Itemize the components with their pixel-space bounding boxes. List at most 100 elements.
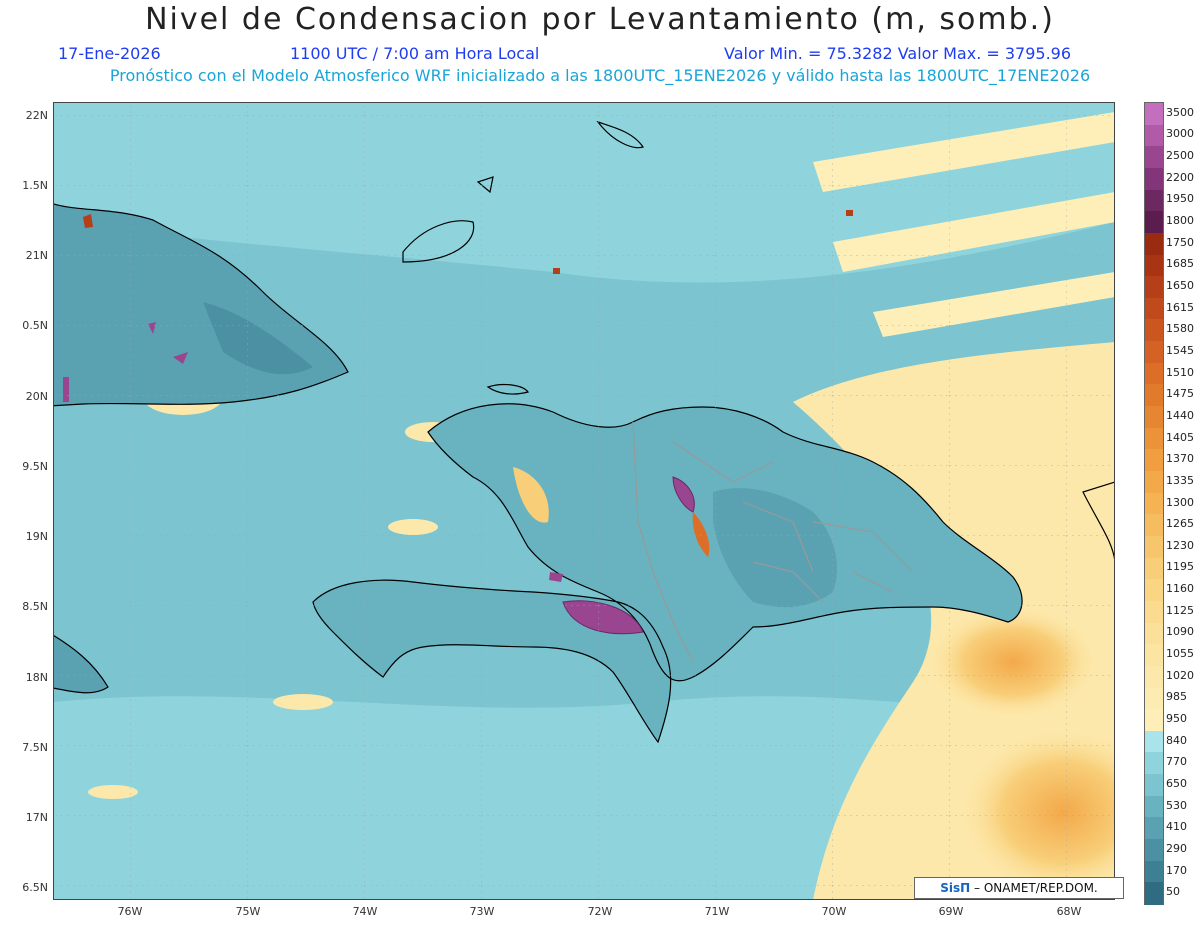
legend-swatch (1145, 514, 1163, 537)
legend-swatch (1145, 189, 1163, 212)
lat-label: 1.5N (22, 179, 48, 192)
legend-level: 1545 (1166, 343, 1194, 357)
legend-swatch (1145, 384, 1163, 407)
map-title: Nivel de Condensacion por Levantamiento … (145, 2, 1055, 37)
lon-label: 75W (235, 905, 261, 918)
legend-level: 1750 (1166, 235, 1194, 249)
legend-level: 1475 (1166, 387, 1194, 401)
legend-swatch (1145, 362, 1163, 386)
legend-swatch (1145, 211, 1163, 234)
legend-swatch (1145, 600, 1163, 624)
lon-label: 72W (587, 905, 613, 918)
legend-level: 1580 (1166, 322, 1194, 336)
legend-swatch (1145, 687, 1163, 710)
lon-label: 73W (469, 905, 495, 918)
lat-label: 9.5N (22, 460, 48, 473)
legend-level: 770 (1166, 755, 1187, 769)
lat-label: 22N (25, 109, 48, 122)
lon-label: 76W (117, 905, 143, 918)
color-legend (1144, 102, 1164, 905)
legend-level: 1125 (1166, 603, 1194, 617)
legend-swatch (1145, 535, 1163, 559)
lon-label: 68W (1056, 905, 1082, 918)
legend-level: 985 (1166, 690, 1187, 704)
legend-swatch (1145, 817, 1163, 840)
legend-level: 1160 (1166, 582, 1194, 596)
lat-label: 19N (25, 530, 48, 543)
legend-level: 840 (1166, 733, 1187, 747)
legend-swatch (1145, 622, 1163, 645)
legend-level: 1510 (1166, 365, 1194, 379)
legend-swatch (1145, 795, 1163, 818)
sispi-logo: SisΠ (940, 881, 971, 895)
legend-level: 1020 (1166, 668, 1194, 682)
legend-level: 1195 (1166, 560, 1194, 574)
legend-level: 3000 (1166, 127, 1194, 141)
legend-swatch (1145, 579, 1163, 602)
lat-label: 6.5N (22, 881, 48, 894)
lat-label: 0.5N (22, 319, 48, 332)
legend-level: 1265 (1166, 517, 1194, 531)
legend-level: 1650 (1166, 279, 1194, 292)
lat-label: 21N (25, 249, 48, 262)
lat-label: 18N (25, 671, 48, 684)
forecast-time: 1100 UTC / 7:00 am Hora Local (290, 44, 540, 63)
lat-label: 17N (25, 811, 48, 824)
legend-swatch (1145, 709, 1163, 732)
legend-swatch (1145, 860, 1163, 883)
legend-swatch (1145, 882, 1163, 905)
legend-level: 3500 (1166, 105, 1194, 119)
legend-level: 1300 (1166, 495, 1194, 509)
legend-swatch (1145, 752, 1163, 775)
legend-level: 1370 (1166, 452, 1194, 466)
legend-level: 1950 (1166, 192, 1194, 206)
legend-level: 2500 (1166, 149, 1194, 163)
lon-label: 69W (938, 905, 964, 918)
legend-swatch (1145, 319, 1163, 342)
model-info: Pronóstico con el Modelo Atmosferico WRF… (109, 66, 1091, 85)
lon-label: 74W (352, 905, 378, 918)
lon-label: 71W (704, 905, 730, 918)
legend-swatch (1145, 103, 1163, 126)
lon-label: 70W (821, 905, 847, 918)
legend-level: 290 (1166, 841, 1187, 855)
lat-label: 20N (25, 390, 48, 403)
legend-swatch (1145, 297, 1163, 321)
legend-swatch (1145, 427, 1163, 450)
legend-swatch (1145, 276, 1163, 299)
legend-level: 650 (1166, 776, 1187, 790)
lat-label: 7.5N (22, 741, 48, 754)
legend-swatch (1145, 124, 1163, 147)
legend-level: 170 (1166, 863, 1187, 877)
legend-swatch (1145, 774, 1163, 797)
legend-level: 530 (1166, 798, 1187, 812)
credit-text: – ONAMET/REP.DOM. (974, 881, 1098, 895)
legend-level: 1405 (1166, 430, 1194, 444)
weather-map (53, 102, 1115, 900)
legend-swatch (1145, 492, 1163, 515)
legend-swatch (1145, 341, 1163, 364)
legend-swatch (1145, 730, 1163, 754)
legend-level: 1800 (1166, 214, 1194, 228)
legend-swatch (1145, 232, 1163, 256)
legend-swatch (1145, 146, 1163, 169)
legend-swatch (1145, 449, 1163, 472)
legend-swatch (1145, 167, 1163, 191)
legend-level: 1055 (1166, 647, 1194, 661)
legend-level: 1230 (1166, 538, 1194, 552)
legend-level: 1335 (1166, 473, 1194, 487)
legend-level: 1615 (1166, 300, 1194, 314)
min-max-values: Valor Min. = 75.3282 Valor Max. = 3795.9… (724, 44, 1072, 63)
legend-level: 2200 (1166, 170, 1194, 184)
lat-label: 8.5N (22, 600, 48, 613)
legend-swatch (1145, 406, 1163, 429)
legend-level: 410 (1166, 820, 1187, 834)
legend-level: 1685 (1166, 257, 1194, 271)
legend-level: 1090 (1166, 625, 1194, 639)
legend-swatch (1145, 254, 1163, 277)
legend-level: 950 (1166, 711, 1187, 725)
legend-level: 50 (1166, 885, 1180, 899)
map-frame (53, 102, 1115, 900)
forecast-date: 17-Ene-2026 (58, 44, 161, 63)
legend-swatch (1145, 644, 1163, 667)
